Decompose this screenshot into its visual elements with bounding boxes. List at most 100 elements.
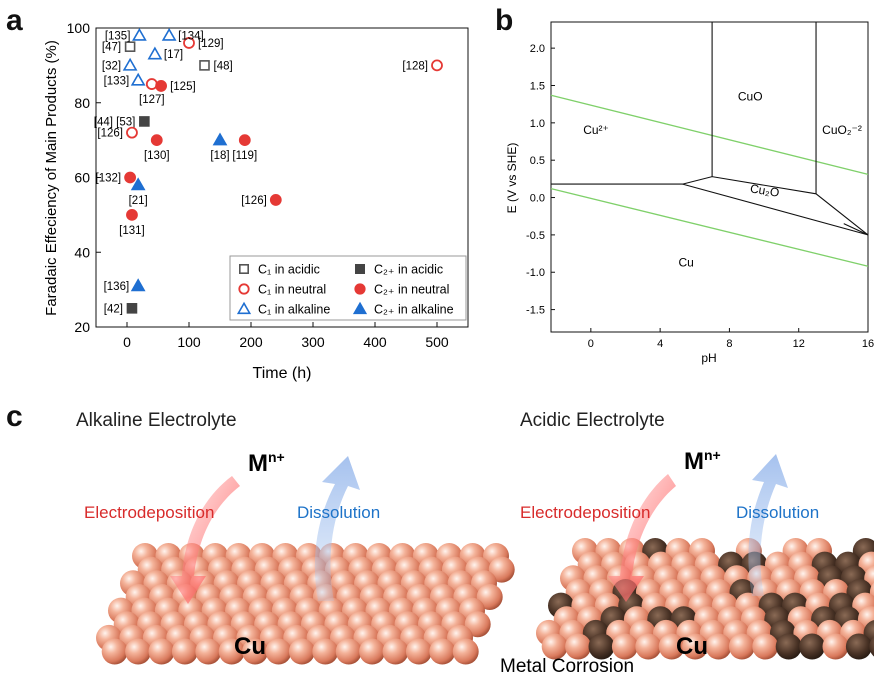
corrosion-illustration: Mn+ Electrodeposition Dissolution Cu Mn+… [84,447,874,676]
y-tick-label: 2.0 [530,43,545,55]
data-point-c1-neutral [431,59,443,72]
region-label: Cu₂O [749,181,780,199]
x-tick-label: 400 [363,334,387,350]
y-tick-label: -1.5 [526,305,545,317]
faradaic-efficiency-scatter-chart: 0 100 200 300 400 500 20 40 60 80 100 [47] [48] [44]… [43,20,469,382]
x-axis-label: Time (h) [253,365,312,382]
legend-entry-label: C₁ in neutral [258,283,326,297]
point-reference-label: [32] [102,60,121,72]
copper-sphere [611,633,638,660]
copper-electrode-alkaline [96,543,515,665]
point-reference-label: [42] [104,303,123,315]
point-reference-label: [134] [178,30,204,42]
copper-sphere [682,633,709,660]
copper-sphere [752,633,779,660]
legend-entry-label: C₂₊ in neutral [374,283,449,297]
copper-sphere [728,633,755,660]
phase-boundary [843,223,869,236]
point-reference-label: [129] [198,38,224,50]
metal-ion-label-right: Mn+ [684,447,721,475]
copper-sphere [476,583,503,610]
dissolution-arrow-left [314,456,360,601]
legend-box [229,255,467,321]
copper-sphere [464,611,491,638]
data-point-c1-neutral [183,37,195,49]
y-tick-label: 1.0 [530,118,545,130]
point-reference-label: [126] [241,195,267,207]
corroded-sphere [845,633,872,660]
data-point-c2-neutral [126,208,138,221]
water-stability-line [550,94,869,176]
copper-sphere [382,638,409,665]
legend-marker [238,283,250,295]
data-point-c2-neutral [269,194,282,206]
copper-sphere [195,638,222,665]
corroded-sphere [775,633,802,660]
copper-sphere [171,638,198,665]
corroded-sphere [869,636,874,657]
dissolution-label-right: Dissolution [736,503,819,522]
plot-frame [550,21,869,333]
copper-sphere [405,638,432,665]
data-point-c1-neutral [145,78,158,90]
cu-substrate-label-right: Cu [676,633,708,660]
x-tick-label: 16 [862,338,874,350]
point-reference-label: [44] [53] [94,116,136,128]
point-reference-label: [119] [232,150,257,162]
y-tick-label: 0.5 [530,155,545,167]
point-reference-label: [47] [102,42,121,54]
panel-letter-c: c [6,400,23,433]
y-tick-label: 1.5 [530,80,545,92]
legend-marker [352,301,368,315]
region-label: Cu [678,255,693,269]
point-reference-label: [126] [97,128,123,140]
legend-entry-label: C₁ in alkaline [258,303,330,317]
legend-entry-label: C₂₊ in acidic [374,263,443,277]
copper-sphere [312,638,339,665]
point-reference-label: [128] [402,60,428,72]
legend-marker [354,283,366,295]
point-reference-label: [131] [119,225,145,237]
x-tick-label: 8 [726,338,732,350]
point-reference-label: [133] [104,75,130,87]
panel-letter-a: a [6,4,23,37]
electrodeposition-label-right: Electrodeposition [520,503,650,522]
electrodeposition-arrow-right [608,474,676,602]
copper-sphere [635,633,662,660]
x-axis-label: pH [701,351,716,365]
copper-sphere [541,633,568,660]
x-tick-label: 0 [588,338,594,350]
data-point-c2-neutral [238,134,251,147]
point-reference-label: [125] [170,81,196,93]
y-axis-label: Faradaic Effeciency of Main Products (%) [43,40,60,316]
y-tick-label: 40 [74,244,90,260]
data-point-c2-neutral [155,80,168,92]
legend-marker [239,263,250,274]
data-point-c1-acidic [199,60,210,71]
acidic-electrolyte-title: Acidic Electrolyte [520,410,665,431]
copper-sphere [359,638,386,665]
data-point-c2-alkaline [130,177,146,191]
corroded-sphere [799,633,826,660]
phase-boundary [682,183,869,236]
x-tick-label: 100 [177,334,201,350]
point-reference-label: [21] [129,195,148,207]
metal-corrosion-caption: Metal Corrosion [500,656,634,676]
dissolution-label-left: Dissolution [297,503,380,522]
copper-sphere [125,638,152,665]
x-tick-label: 4 [657,338,663,350]
cu-substrate-label-left: Cu [234,633,266,660]
y-tick-label: 100 [67,20,91,36]
x-tick-label: 200 [239,334,263,350]
data-point-c1-acidic [124,41,136,52]
copper-sphere [148,638,175,665]
y-tick-label: -1.0 [526,267,545,279]
x-tick-label: 12 [793,338,805,350]
copper-sphere [429,638,456,665]
water-stability-line [550,187,869,267]
data-point-c1-alkaline [132,27,147,41]
copper-sphere [101,638,128,665]
y-tick-label: 80 [74,95,90,111]
y-axis-label: E (V vs SHE) [505,143,519,214]
electrodeposition-label-left: Electrodeposition [84,503,214,522]
